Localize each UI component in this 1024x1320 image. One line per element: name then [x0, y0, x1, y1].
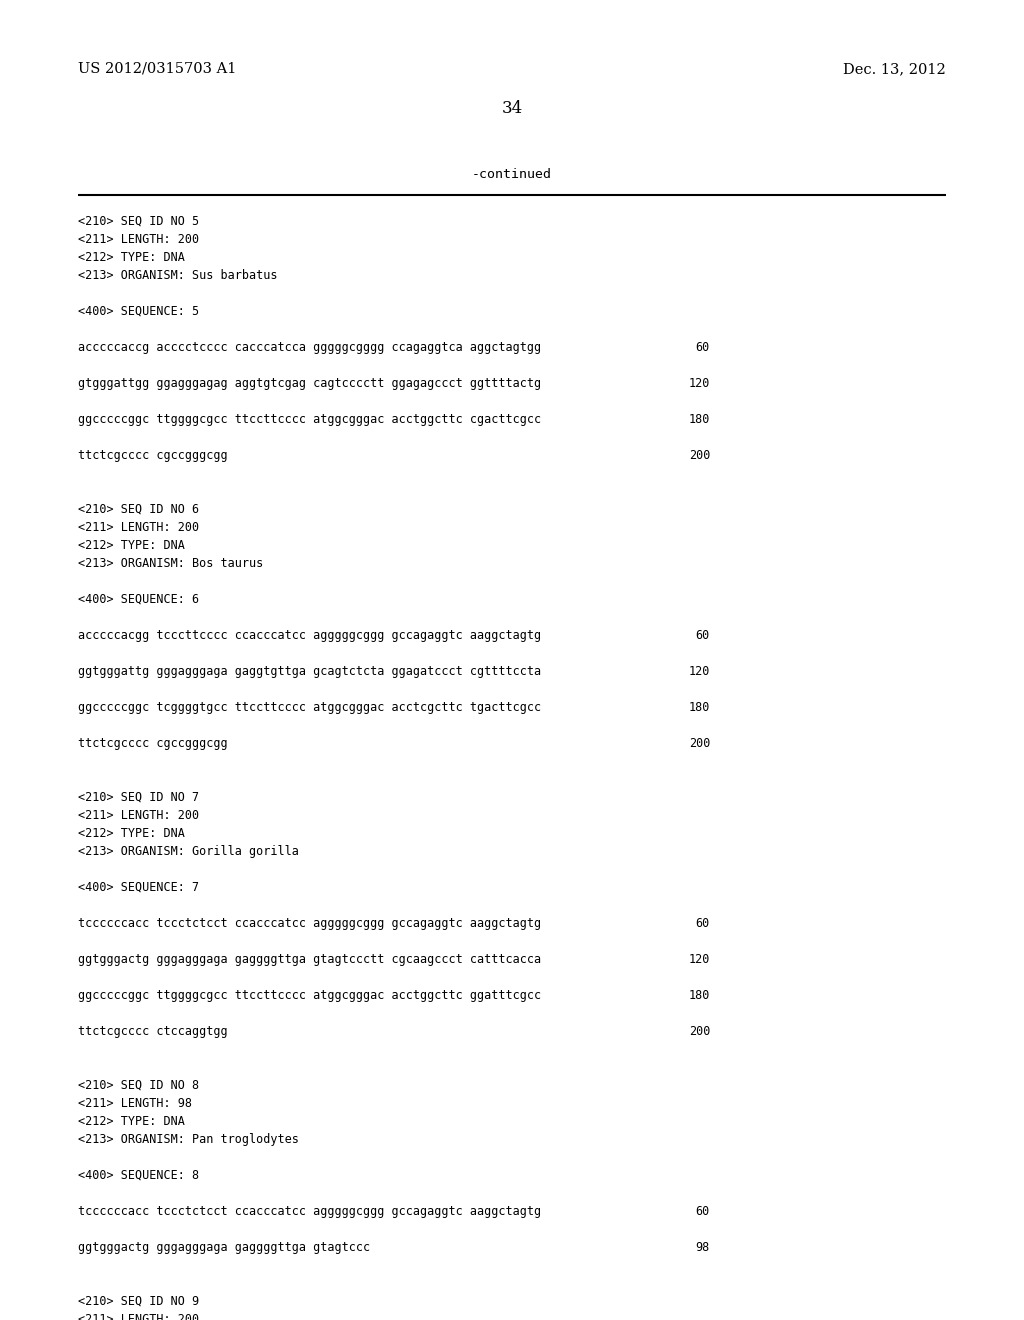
Text: <211> LENGTH: 200: <211> LENGTH: 200 [78, 1313, 199, 1320]
Text: <400> SEQUENCE: 6: <400> SEQUENCE: 6 [78, 593, 199, 606]
Text: <210> SEQ ID NO 6: <210> SEQ ID NO 6 [78, 503, 199, 516]
Text: <213> ORGANISM: Bos taurus: <213> ORGANISM: Bos taurus [78, 557, 263, 570]
Text: tccccccacc tccctctcct ccacccatcc agggggcggg gccagaggtc aaggctagtg: tccccccacc tccctctcct ccacccatcc agggggc… [78, 1205, 541, 1218]
Text: ggtgggattg gggagggaga gaggtgttga gcagtctcta ggagatccct cgttttccta: ggtgggattg gggagggaga gaggtgttga gcagtct… [78, 665, 541, 678]
Text: 98: 98 [695, 1241, 710, 1254]
Text: ggcccccggc ttggggcgcc ttccttcccc atggcgggac acctggcttc cgacttcgcc: ggcccccggc ttggggcgcc ttccttcccc atggcgg… [78, 413, 541, 426]
Text: 120: 120 [688, 953, 710, 966]
Text: <213> ORGANISM: Gorilla gorilla: <213> ORGANISM: Gorilla gorilla [78, 845, 299, 858]
Text: <212> TYPE: DNA: <212> TYPE: DNA [78, 539, 185, 552]
Text: acccccaccg acccctcccc cacccatcca gggggcgggg ccagaggtca aggctagtgg: acccccaccg acccctcccc cacccatcca gggggcg… [78, 341, 541, 354]
Text: <210> SEQ ID NO 9: <210> SEQ ID NO 9 [78, 1295, 199, 1308]
Text: ggtgggactg gggagggaga gaggggttga gtagtccc: ggtgggactg gggagggaga gaggggttga gtagtcc… [78, 1241, 370, 1254]
Text: gtgggattgg ggagggagag aggtgtcgag cagtcccctt ggagagccct ggttttactg: gtgggattgg ggagggagag aggtgtcgag cagtccc… [78, 378, 541, 389]
Text: 200: 200 [688, 737, 710, 750]
Text: <400> SEQUENCE: 5: <400> SEQUENCE: 5 [78, 305, 199, 318]
Text: 60: 60 [695, 1205, 710, 1218]
Text: Dec. 13, 2012: Dec. 13, 2012 [843, 62, 946, 77]
Text: 180: 180 [688, 989, 710, 1002]
Text: <211> LENGTH: 200: <211> LENGTH: 200 [78, 809, 199, 822]
Text: <212> TYPE: DNA: <212> TYPE: DNA [78, 251, 185, 264]
Text: <213> ORGANISM: Pan troglodytes: <213> ORGANISM: Pan troglodytes [78, 1133, 299, 1146]
Text: <211> LENGTH: 200: <211> LENGTH: 200 [78, 234, 199, 246]
Text: 60: 60 [695, 630, 710, 642]
Text: ggtgggactg gggagggaga gaggggttga gtagtccctt cgcaagccct catttcacca: ggtgggactg gggagggaga gaggggttga gtagtcc… [78, 953, 541, 966]
Text: 60: 60 [695, 341, 710, 354]
Text: 200: 200 [688, 1026, 710, 1038]
Text: <210> SEQ ID NO 8: <210> SEQ ID NO 8 [78, 1078, 199, 1092]
Text: <212> TYPE: DNA: <212> TYPE: DNA [78, 1115, 185, 1129]
Text: tccccccacc tccctctcct ccacccatcc agggggcggg gccagaggtc aaggctagtg: tccccccacc tccctctcct ccacccatcc agggggc… [78, 917, 541, 931]
Text: <211> LENGTH: 200: <211> LENGTH: 200 [78, 521, 199, 535]
Text: 180: 180 [688, 701, 710, 714]
Text: 34: 34 [502, 100, 522, 117]
Text: ggcccccggc tcggggtgcc ttccttcccc atggcgggac acctcgcttc tgacttcgcc: ggcccccggc tcggggtgcc ttccttcccc atggcgg… [78, 701, 541, 714]
Text: ttctcgcccc cgccgggcgg: ttctcgcccc cgccgggcgg [78, 449, 227, 462]
Text: acccccacgg tcccttcccc ccacccatcc agggggcggg gccagaggtc aaggctagtg: acccccacgg tcccttcccc ccacccatcc agggggc… [78, 630, 541, 642]
Text: 120: 120 [688, 378, 710, 389]
Text: -continued: -continued [472, 168, 552, 181]
Text: <213> ORGANISM: Sus barbatus: <213> ORGANISM: Sus barbatus [78, 269, 278, 282]
Text: 60: 60 [695, 917, 710, 931]
Text: 120: 120 [688, 665, 710, 678]
Text: <212> TYPE: DNA: <212> TYPE: DNA [78, 828, 185, 840]
Text: ggcccccggc ttggggcgcc ttccttcccc atggcgggac acctggcttc ggatttcgcc: ggcccccggc ttggggcgcc ttccttcccc atggcgg… [78, 989, 541, 1002]
Text: ttctcgcccc cgccgggcgg: ttctcgcccc cgccgggcgg [78, 737, 227, 750]
Text: <210> SEQ ID NO 5: <210> SEQ ID NO 5 [78, 215, 199, 228]
Text: <211> LENGTH: 98: <211> LENGTH: 98 [78, 1097, 193, 1110]
Text: <210> SEQ ID NO 7: <210> SEQ ID NO 7 [78, 791, 199, 804]
Text: 200: 200 [688, 449, 710, 462]
Text: <400> SEQUENCE: 7: <400> SEQUENCE: 7 [78, 880, 199, 894]
Text: 180: 180 [688, 413, 710, 426]
Text: US 2012/0315703 A1: US 2012/0315703 A1 [78, 62, 237, 77]
Text: <400> SEQUENCE: 8: <400> SEQUENCE: 8 [78, 1170, 199, 1181]
Text: ttctcgcccc ctccaggtgg: ttctcgcccc ctccaggtgg [78, 1026, 227, 1038]
